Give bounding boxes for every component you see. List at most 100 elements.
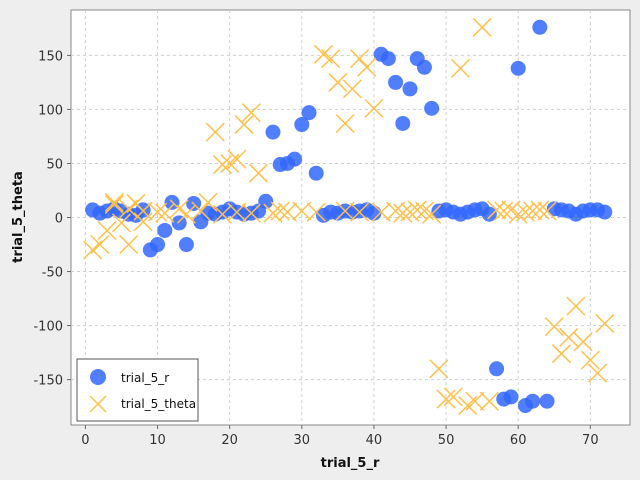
data-point (388, 74, 404, 90)
y-tick-label: -150 (33, 374, 63, 389)
data-point (277, 202, 297, 222)
data-point (287, 151, 303, 167)
data-point (241, 103, 261, 123)
data-point (487, 200, 507, 220)
x-tick-label: 10 (149, 433, 166, 448)
data-point (523, 201, 543, 221)
data-point (481, 206, 497, 222)
data-point (371, 202, 391, 222)
data-point (503, 389, 519, 405)
data-point (270, 201, 290, 221)
data-point (537, 201, 557, 221)
data-point (349, 202, 370, 222)
data-point (227, 202, 247, 222)
y-tick-label: -50 (42, 266, 63, 281)
data-point (249, 163, 269, 183)
data-point (198, 192, 218, 212)
data-point (479, 391, 499, 411)
y-tick-label: 50 (46, 157, 63, 172)
data-point (306, 202, 326, 222)
data-point (349, 49, 370, 69)
data-point (559, 327, 579, 347)
x-axis-title: trial_5_r (321, 456, 380, 471)
x-tick-label: 60 (510, 433, 527, 448)
data-point (443, 387, 463, 407)
data-point (150, 237, 166, 253)
data-point (588, 363, 608, 383)
data-point (119, 234, 139, 255)
y-tick-label: -100 (33, 320, 63, 335)
data-point (328, 72, 348, 92)
data-point (407, 200, 427, 220)
data-point (342, 79, 362, 99)
x-tick-label: 40 (366, 433, 383, 448)
data-point (400, 202, 420, 222)
data-point (429, 359, 449, 379)
data-point (386, 201, 406, 221)
legend: trial_5_r trial_5_theta (76, 358, 199, 422)
data-point (321, 49, 341, 69)
data-point (104, 195, 124, 215)
data-point (436, 389, 456, 409)
data-point (241, 203, 261, 223)
y-axis: -150 -100 -50 0 50 100 150 (33, 49, 71, 389)
data-point (566, 296, 586, 316)
data-point (380, 51, 396, 67)
data-point (294, 117, 310, 133)
data-point (308, 165, 324, 181)
data-point (357, 57, 377, 77)
legend-marker-trial-5-r (90, 369, 106, 385)
data-point (580, 350, 600, 370)
data-point (292, 201, 312, 221)
x-tick-label: 50 (438, 433, 455, 448)
data-point (402, 81, 418, 97)
data-point (414, 201, 434, 221)
data-point (234, 115, 254, 135)
data-point (155, 203, 175, 223)
data-point (157, 222, 173, 238)
data-point (263, 203, 283, 223)
legend-label-trial-5-r: trial_5_r (121, 371, 169, 385)
data-point (544, 317, 564, 337)
data-point (465, 391, 485, 411)
data-point (510, 60, 526, 76)
data-point (539, 393, 555, 409)
x-tick-label: 70 (582, 433, 599, 448)
y-tick-label: 100 (38, 103, 63, 118)
data-point (205, 122, 225, 142)
data-point (191, 201, 211, 221)
data-point (532, 19, 548, 35)
data-point (148, 202, 168, 222)
x-tick-label: 0 (81, 433, 89, 448)
data-point (424, 100, 440, 116)
data-point (90, 234, 110, 255)
data-point (597, 204, 613, 220)
data-point (472, 17, 492, 37)
data-point (595, 313, 615, 333)
data-point (551, 344, 572, 364)
x-axis: 0 10 20 30 40 50 60 70 (81, 425, 599, 448)
legend-marker-trial-5-theta (89, 395, 107, 413)
y-axis-title: trial_5_theta (11, 171, 26, 263)
data-point (422, 204, 442, 224)
series-layer (83, 17, 615, 416)
y-tick-label: 0 (55, 212, 63, 227)
data-point (573, 332, 593, 352)
y-tick-label: 150 (38, 49, 63, 64)
data-point (212, 155, 233, 175)
data-point (301, 105, 317, 121)
data-point (450, 58, 471, 78)
data-point (395, 115, 411, 131)
data-point (111, 213, 132, 233)
legend-box (76, 358, 199, 422)
data-point (104, 192, 124, 212)
x-tick-label: 30 (294, 433, 311, 448)
data-point (133, 201, 153, 221)
x-tick-label: 20 (221, 433, 238, 448)
data-point (416, 59, 432, 75)
series-trial-5-theta (83, 17, 615, 416)
data-point (335, 201, 355, 221)
data-point (178, 237, 194, 253)
data-point (227, 149, 247, 169)
